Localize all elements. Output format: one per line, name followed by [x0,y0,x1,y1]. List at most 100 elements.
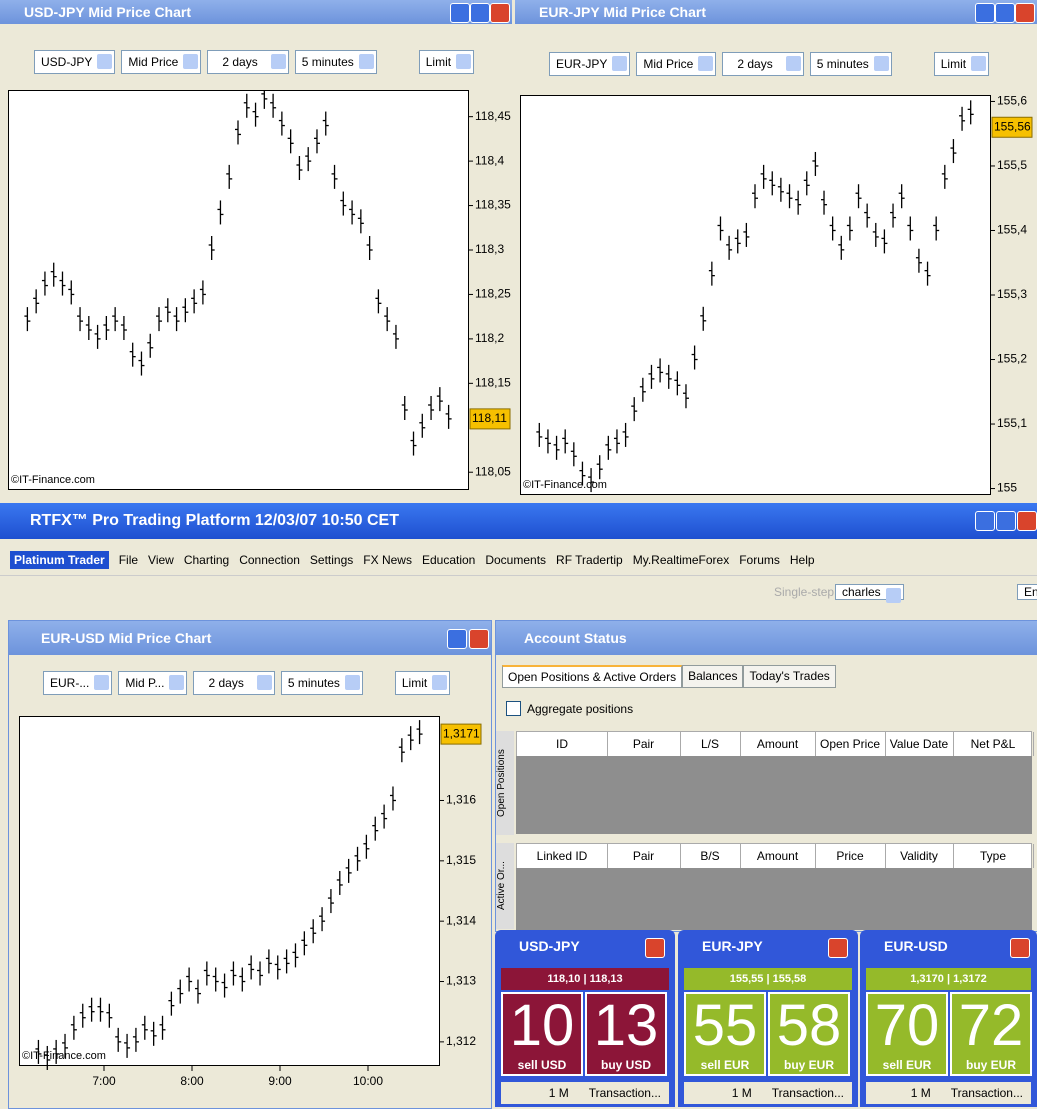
table-body [516,756,1032,834]
dropdown[interactable]: 2 days [207,50,289,74]
menu-item[interactable]: Forums [739,553,780,567]
amount[interactable]: 1 M [910,1086,931,1100]
ticket-close[interactable] [828,938,848,958]
price-bar [112,307,119,332]
ticket-footer: 1 M Transaction... [501,1082,669,1104]
dropdown[interactable]: USD-JPY [34,50,116,74]
menu-item[interactable]: Platinum Trader [10,551,109,569]
maximize[interactable] [995,3,1015,23]
maximize[interactable] [470,3,490,23]
dropdown[interactable]: 2 days [722,52,804,76]
minimize[interactable] [450,3,470,23]
buy-button[interactable]: 58 buy EUR [768,992,850,1076]
price-bar [77,307,84,332]
price-bar [389,786,396,811]
dropdown[interactable]: 5 minutes [294,50,377,74]
dropdown[interactable]: Mid Price [636,52,717,76]
menu-item[interactable]: Education [421,553,476,567]
price-bar [349,200,356,225]
transaction[interactable]: Transaction... [771,1086,844,1100]
menu-item[interactable]: View [148,553,174,567]
tab[interactable]: Balances [682,665,744,688]
price-bar [106,1003,113,1028]
dropdown[interactable]: Limit [933,52,990,76]
maximize[interactable] [447,629,467,649]
chart-window: USD-JPY Mid Price Chart USD-JPY Mid Price… [0,0,512,497]
sell-button[interactable]: 70 sell EUR [866,992,948,1076]
price-bar [803,171,810,196]
dropdown[interactable]: 2 days [193,671,275,695]
dropdown[interactable]: Limit [418,50,475,74]
ticket-pair: EUR-USD [884,938,948,954]
price-bar [631,397,638,422]
amount[interactable]: 1 M [731,1086,752,1100]
ticket-close[interactable] [1010,938,1030,958]
sell-button[interactable]: 55 sell EUR [684,992,766,1076]
price-bar [138,351,145,376]
price-bar [53,1039,60,1064]
price-bar [717,216,724,241]
close[interactable] [469,629,489,649]
ticket-close[interactable] [645,938,665,958]
tab[interactable]: Open Positions & Active Orders [502,665,683,688]
menu-item[interactable]: FX News [363,553,412,567]
toolbar: EUR-JPY Mid Price 2 days 5 minutes Limit [515,48,1037,80]
y-tick-label: 118,25 [475,287,511,301]
dropdown[interactable]: EUR-... [43,671,113,695]
y-tick-label: 155,5 [997,158,1027,172]
tab[interactable]: Today's Trades [743,665,836,688]
price-bar [674,371,681,396]
menu-item[interactable]: Charting [183,553,230,567]
price-bar [752,184,758,209]
price-bar [177,979,184,1004]
sell-button[interactable]: 10 sell USD [501,992,583,1076]
price-bar [890,203,897,228]
close[interactable] [1017,511,1037,531]
language-select[interactable]: English [1017,584,1037,600]
last-price-box [469,408,511,430]
menu-item[interactable]: My.RealtimeForex [632,553,730,567]
user-select[interactable]: charles [835,584,904,600]
menu-item[interactable]: RF Tradertip [556,553,623,567]
maximize[interactable] [996,511,1016,531]
transaction[interactable]: Transaction... [950,1086,1023,1100]
amount[interactable]: 1 M [548,1086,569,1100]
dropdown[interactable]: 5 minutes [809,52,892,76]
price-bar [182,298,189,323]
minimize[interactable] [975,3,995,23]
price-bar [287,129,294,154]
dropdown[interactable]: 5 minutes [280,671,363,695]
menu-item[interactable]: Help [789,553,815,567]
y-tick-label: 118,05 [475,464,511,478]
section-label: Active Or... [496,843,514,929]
menu-item[interactable]: Connection [239,553,300,567]
menu-item[interactable]: Documents [485,553,547,567]
window-title: EUR-USD Mid Price Chart [9,621,491,655]
dropdown[interactable]: EUR-JPY [549,52,631,76]
price-bar [864,203,871,228]
dropdown[interactable]: Mid P... [118,671,188,695]
single-step[interactable]: Single-step [774,585,835,599]
price-bar [33,289,40,314]
close[interactable] [1015,3,1035,23]
menu-item[interactable]: File [118,553,139,567]
plot-area [520,95,991,495]
account-window: Account Status Open Positions & Active O… [495,620,1037,932]
buy-button[interactable]: 13 buy USD [585,992,667,1076]
checkbox[interactable] [506,701,521,716]
minimize[interactable] [975,511,995,531]
close[interactable] [490,3,510,23]
dropdown[interactable]: Limit [394,671,451,695]
price-digits: 58 [776,993,842,1058]
watermark: ©IT-Finance.com [523,479,607,491]
menu-item[interactable]: Settings [309,553,354,567]
price-bar [199,280,206,305]
watermark: ©IT-Finance.com [11,474,95,486]
buy-button[interactable]: 72 buy EUR [950,992,1032,1076]
price-bar [959,106,966,131]
dropdown[interactable]: Mid Price [121,50,202,74]
price-bar [59,271,66,296]
price-bar [310,919,317,944]
price-bar [156,307,163,332]
transaction[interactable]: Transaction... [588,1086,661,1100]
